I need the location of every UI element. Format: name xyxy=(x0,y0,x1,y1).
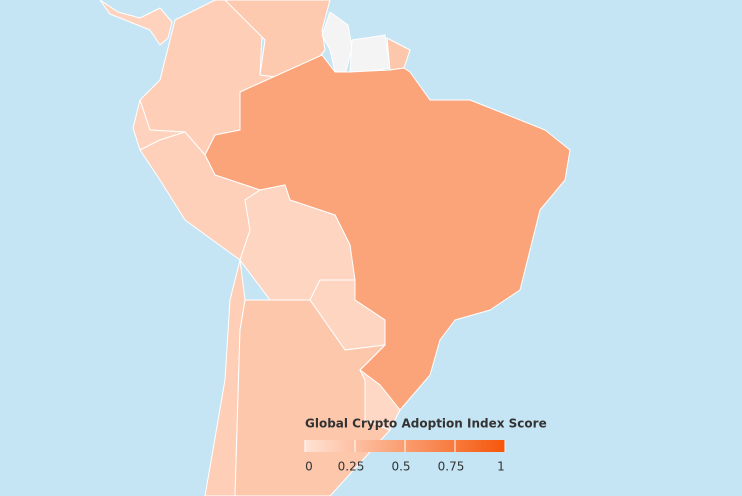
region xyxy=(359,369,401,431)
legend-ticks: 0 0.25 0.5 0.75 1 xyxy=(304,440,506,474)
region xyxy=(349,34,391,73)
region xyxy=(99,0,173,46)
colorbar-tick-label: 0.5 xyxy=(391,460,410,474)
colorbar-tick-label: 0.25 xyxy=(338,460,365,474)
colorbar-tick-label: 1 xyxy=(497,460,505,474)
colorbar-tick-label: 0 xyxy=(305,460,313,474)
legend-title: Global Crypto Adoption Index Score xyxy=(305,417,547,431)
colorbar-tick-label: 0.75 xyxy=(438,460,465,474)
